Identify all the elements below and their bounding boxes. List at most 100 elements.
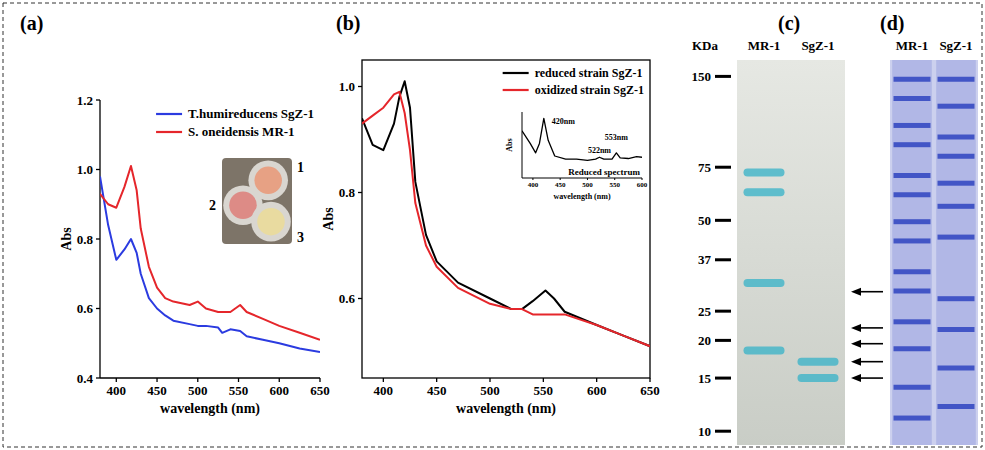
legend-swatch: [156, 113, 182, 115]
y-tick: [358, 298, 362, 299]
x-tick-label: 550: [229, 383, 249, 398]
gel-band: [743, 188, 784, 196]
x-tick-label: 400: [528, 181, 539, 189]
lane-label: SgZ-1: [939, 38, 972, 53]
photo-background: [222, 158, 292, 244]
gel-band: [938, 135, 975, 140]
panel-letter: (c): [778, 12, 800, 35]
x-tick: [649, 378, 650, 382]
x-tick: [489, 378, 490, 382]
chart-a: 4004505005506006500.40.60.81.01.2wavelen…: [20, 12, 330, 417]
arrow-shaft: [859, 361, 883, 363]
gel-background: [737, 60, 845, 445]
y-tick: [96, 99, 100, 100]
x-axis-line: [100, 377, 320, 378]
y-tick: [96, 377, 100, 378]
chart-b: 4004505005506006500.60.81.0wavelength (n…: [321, 12, 660, 417]
x-tick: [238, 378, 239, 382]
arrow-shaft: [859, 291, 883, 293]
chart-b-inset: 400450500550600wavelength (nm)Abs420nm52…: [505, 112, 648, 201]
arrow-head: [851, 324, 861, 332]
tube-label: 1: [297, 160, 304, 175]
lane-smear: [892, 60, 932, 445]
x-tick: [560, 178, 561, 180]
x-tick-label: 550: [609, 181, 620, 189]
gel-band: [938, 204, 975, 209]
y-tick-label: 0.6: [77, 301, 94, 316]
x-tick: [543, 378, 544, 382]
panel-letter: (a): [20, 12, 43, 35]
marker-label: 15: [698, 371, 712, 386]
x-tick-label: 400: [107, 383, 127, 398]
cell-pellet: [257, 208, 285, 236]
arrow-head: [851, 288, 861, 296]
gel-band: [797, 374, 838, 382]
peak-label: 522nm: [588, 146, 611, 155]
x-axis-title: wavelength (nm): [160, 401, 260, 417]
x-tick: [614, 178, 615, 180]
peak-label: 553nm: [605, 133, 628, 142]
gel-band: [894, 346, 931, 351]
y-tick-label: 0.8: [339, 185, 356, 200]
gel-band: [894, 416, 931, 421]
x-tick: [156, 378, 157, 382]
x-tick-label: 650: [640, 383, 660, 398]
lane-label: MR-1: [748, 38, 781, 53]
x-axis-title: wavelength (nm): [456, 401, 556, 417]
x-tick: [197, 378, 198, 382]
gel-band: [894, 192, 931, 197]
marker-label: 10: [698, 424, 711, 439]
gel-band: [894, 123, 931, 128]
x-axis-line: [522, 178, 642, 179]
marker-label: 20: [698, 333, 711, 348]
y-tick-label: 0.8: [77, 232, 94, 247]
gel-band: [797, 358, 838, 366]
x-tick: [532, 178, 533, 180]
y-tick-label: 0.4: [77, 371, 94, 386]
gel-band: [894, 319, 931, 324]
band-group: [743, 169, 838, 383]
gel-band: [894, 238, 931, 243]
x-tick: [587, 178, 588, 180]
tube-label: 2: [209, 198, 216, 213]
arrow-shaft: [859, 343, 883, 345]
x-tick-label: 450: [147, 383, 167, 398]
y-tick-label: 1.2: [77, 93, 93, 108]
gel-band: [894, 142, 931, 147]
x-axis-title: wavelength (nm): [553, 192, 610, 201]
marker-label: 37: [698, 252, 712, 267]
series-group: [362, 81, 650, 346]
gel-background: [890, 60, 978, 445]
gel-band: [894, 96, 931, 101]
marker-tick: [715, 166, 731, 169]
gel-band: [938, 235, 975, 240]
x-tick: [642, 178, 643, 180]
gel-band: [743, 169, 784, 177]
y-axis-line: [522, 112, 523, 178]
gel-band: [894, 289, 931, 294]
y-axis-title: Abs: [321, 207, 336, 231]
arrow-shaft: [859, 377, 883, 379]
spectrum-line: [362, 92, 650, 346]
gel-band: [938, 154, 975, 159]
y-tick: [96, 238, 100, 239]
gel-band: [894, 269, 931, 274]
lane-label: SgZ-1: [801, 38, 834, 53]
gel-band: [743, 347, 784, 355]
marker-label: 150: [692, 69, 712, 84]
x-tick: [436, 378, 437, 382]
arrow-head: [851, 340, 861, 348]
inset-title: Reduced spectrum: [568, 167, 640, 177]
marker-label: 25: [698, 304, 712, 319]
photo-inset: [222, 158, 292, 244]
x-tick-label: 400: [374, 383, 394, 398]
gel-band: [894, 385, 931, 390]
x-tick-label: 650: [310, 383, 330, 398]
y-tick: [96, 169, 100, 170]
gel-d: MR-1SgZ-1(d): [880, 12, 978, 445]
x-tick: [116, 378, 117, 382]
arrow-head: [851, 374, 861, 382]
cell-pellet: [254, 167, 282, 195]
y-tick-label: 1.0: [77, 162, 93, 177]
x-tick-label: 600: [270, 383, 290, 398]
